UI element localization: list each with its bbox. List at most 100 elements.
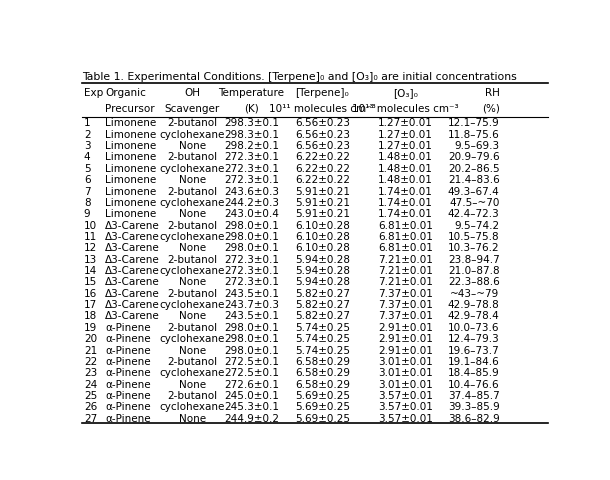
Text: 1.74±0.01: 1.74±0.01 (378, 197, 433, 207)
Text: 2.91±0.01: 2.91±0.01 (378, 345, 433, 355)
Text: 6.22±0.22: 6.22±0.22 (295, 152, 350, 162)
Text: α-Pinene: α-Pinene (106, 356, 151, 366)
Text: α-Pinene: α-Pinene (106, 345, 151, 355)
Text: 42.4–72.3: 42.4–72.3 (448, 209, 500, 219)
Text: Δ3-Carene: Δ3-Carene (106, 277, 160, 287)
Text: 2-butanol: 2-butanol (167, 356, 217, 366)
Text: 2-butanol: 2-butanol (167, 152, 217, 162)
Text: 5.82±0.27: 5.82±0.27 (295, 311, 350, 321)
Text: OH: OH (184, 88, 200, 97)
Text: 3.01±0.01: 3.01±0.01 (378, 379, 432, 389)
Text: 272.3±0.1: 272.3±0.1 (224, 277, 279, 287)
Text: 42.9–78.8: 42.9–78.8 (448, 300, 500, 310)
Text: Scavenger: Scavenger (165, 103, 220, 113)
Text: 2-butanol: 2-butanol (167, 390, 217, 400)
Text: cyclohexane: cyclohexane (159, 368, 225, 377)
Text: 5.74±0.25: 5.74±0.25 (295, 345, 350, 355)
Text: None: None (179, 209, 206, 219)
Text: 1.48±0.01: 1.48±0.01 (378, 164, 433, 173)
Text: 5: 5 (84, 164, 90, 173)
Text: None: None (179, 175, 206, 185)
Text: 23: 23 (84, 368, 97, 377)
Text: 298.0±0.1: 298.0±0.1 (224, 220, 279, 230)
Text: 5.69±0.25: 5.69±0.25 (295, 401, 350, 411)
Text: 298.0±0.1: 298.0±0.1 (224, 334, 279, 344)
Text: 4: 4 (84, 152, 90, 162)
Text: 6.81±0.01: 6.81±0.01 (378, 231, 433, 241)
Text: 2-butanol: 2-butanol (167, 322, 217, 332)
Text: 272.3±0.1: 272.3±0.1 (224, 164, 279, 173)
Text: 272.3±0.1: 272.3±0.1 (224, 152, 279, 162)
Text: Δ3-Carene: Δ3-Carene (106, 220, 160, 230)
Text: 7.37±0.01: 7.37±0.01 (378, 311, 433, 321)
Text: 11: 11 (84, 231, 97, 241)
Text: 298.0±0.1: 298.0±0.1 (224, 345, 279, 355)
Text: 2-butanol: 2-butanol (167, 186, 217, 196)
Text: 5.82±0.27: 5.82±0.27 (295, 288, 350, 298)
Text: None: None (179, 243, 206, 253)
Text: 298.2±0.1: 298.2±0.1 (224, 141, 279, 151)
Text: 22.3–88.6: 22.3–88.6 (448, 277, 500, 287)
Text: 245.0±0.1: 245.0±0.1 (224, 390, 279, 400)
Text: 244.9±0.2: 244.9±0.2 (224, 413, 279, 423)
Text: 5.69±0.25: 5.69±0.25 (295, 413, 350, 423)
Text: 6.22±0.22: 6.22±0.22 (295, 164, 350, 173)
Text: 20.2–86.5: 20.2–86.5 (448, 164, 500, 173)
Text: 5.94±0.28: 5.94±0.28 (295, 265, 350, 276)
Text: cyclohexane: cyclohexane (159, 130, 225, 140)
Text: 8: 8 (84, 197, 90, 207)
Text: 27: 27 (84, 413, 97, 423)
Text: 20: 20 (84, 334, 97, 344)
Text: 49.3–67.4: 49.3–67.4 (448, 186, 500, 196)
Text: None: None (179, 311, 206, 321)
Text: 3.01±0.01: 3.01±0.01 (378, 368, 432, 377)
Text: 3: 3 (84, 141, 90, 151)
Text: 5.82±0.27: 5.82±0.27 (295, 300, 350, 310)
Text: 2.91±0.01: 2.91±0.01 (378, 322, 433, 332)
Text: 5.74±0.25: 5.74±0.25 (295, 322, 350, 332)
Text: 37.4–85.7: 37.4–85.7 (448, 390, 500, 400)
Text: Limonene: Limonene (106, 175, 157, 185)
Text: 1.74±0.01: 1.74±0.01 (378, 209, 433, 219)
Text: 5.91±0.21: 5.91±0.21 (295, 209, 350, 219)
Text: 38.6–82.9: 38.6–82.9 (448, 413, 500, 423)
Text: 13: 13 (84, 254, 97, 264)
Text: 245.3±0.1: 245.3±0.1 (224, 401, 279, 411)
Text: 7.37±0.01: 7.37±0.01 (378, 300, 433, 310)
Text: None: None (179, 345, 206, 355)
Text: 2-butanol: 2-butanol (167, 254, 217, 264)
Text: 18: 18 (84, 311, 97, 321)
Text: 10.3–76.2: 10.3–76.2 (448, 243, 500, 253)
Text: 47.5–~70: 47.5–~70 (449, 197, 500, 207)
Text: 6.10±0.28: 6.10±0.28 (295, 243, 350, 253)
Text: 10: 10 (84, 220, 97, 230)
Text: Limonene: Limonene (106, 152, 157, 162)
Text: Limonene: Limonene (106, 197, 157, 207)
Text: 24: 24 (84, 379, 97, 389)
Text: 10.4–76.6: 10.4–76.6 (448, 379, 500, 389)
Text: cyclohexane: cyclohexane (159, 164, 225, 173)
Text: 7.37±0.01: 7.37±0.01 (378, 288, 433, 298)
Text: 19.6–73.7: 19.6–73.7 (448, 345, 500, 355)
Text: 6.56±0.23: 6.56±0.23 (295, 118, 350, 128)
Text: 6: 6 (84, 175, 90, 185)
Text: RH: RH (485, 88, 500, 97)
Text: Limonene: Limonene (106, 141, 157, 151)
Text: 7.21±0.01: 7.21±0.01 (378, 265, 433, 276)
Text: 243.0±0.4: 243.0±0.4 (224, 209, 279, 219)
Text: 6.81±0.01: 6.81±0.01 (378, 243, 433, 253)
Text: ~43–~79: ~43–~79 (450, 288, 500, 298)
Text: 6.56±0.23: 6.56±0.23 (295, 130, 350, 140)
Text: 243.5±0.1: 243.5±0.1 (224, 311, 279, 321)
Text: cyclohexane: cyclohexane (159, 231, 225, 241)
Text: 298.0±0.1: 298.0±0.1 (224, 231, 279, 241)
Text: 243.7±0.3: 243.7±0.3 (224, 300, 279, 310)
Text: 2-butanol: 2-butanol (167, 288, 217, 298)
Text: None: None (179, 413, 206, 423)
Text: 6.58±0.29: 6.58±0.29 (295, 368, 350, 377)
Text: Precursor: Precursor (106, 103, 155, 113)
Text: 7.21±0.01: 7.21±0.01 (378, 254, 433, 264)
Text: Organic: Organic (106, 88, 146, 97)
Text: 5.69±0.25: 5.69±0.25 (295, 390, 350, 400)
Text: 42.9–78.4: 42.9–78.4 (448, 311, 500, 321)
